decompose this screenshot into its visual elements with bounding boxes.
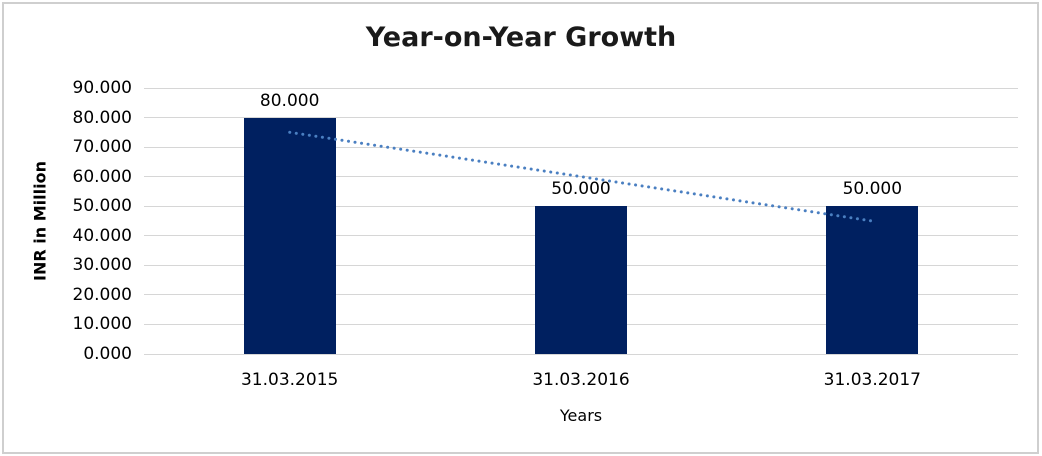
bar-value-label: 50.000: [551, 179, 611, 200]
y-tick-label: 90.000: [72, 78, 132, 98]
gridline: [144, 87, 1018, 89]
y-tick-label: 80.000: [72, 107, 132, 128]
bar: [243, 117, 336, 354]
bar-value-label: 50.000: [842, 179, 903, 200]
x-tick-label: 31.03.2016: [532, 370, 630, 390]
x-tick-label: 31.03.2017: [823, 370, 921, 390]
bar: [535, 206, 627, 354]
y-tick-label: 70.000: [72, 137, 132, 158]
y-tick-label: 20.000: [72, 284, 132, 305]
y-tick-label: 0.000: [83, 344, 132, 364]
y-tick-label: 40.000: [72, 225, 132, 246]
y-tick-label: 60.000: [72, 166, 132, 187]
plot-area: 80.000 50.000 50.000: [144, 87, 1018, 355]
y-tick-label: 30.000: [72, 255, 132, 276]
x-axis-title: Years: [559, 406, 603, 425]
bar: [826, 206, 919, 354]
x-tick-label: 31.03.2015: [240, 370, 339, 390]
y-tick-label: 10.000: [72, 314, 132, 335]
bar-value-label: 80.000: [259, 90, 320, 111]
y-tick-label: 50.000: [72, 196, 132, 217]
gridline: [144, 353, 1018, 355]
chart-title: Year-on-Year Growth: [365, 22, 677, 53]
gridline: [144, 117, 1018, 119]
